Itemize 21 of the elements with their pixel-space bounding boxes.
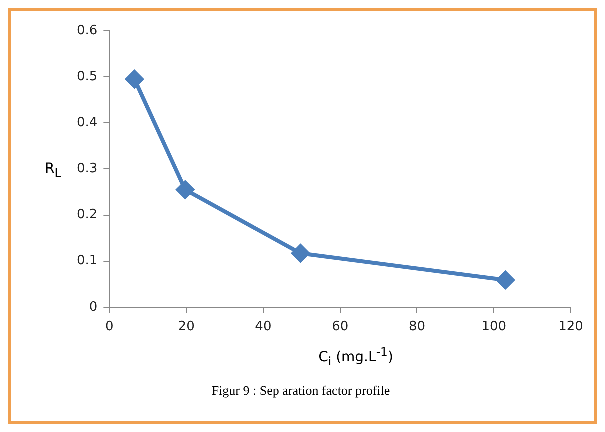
x-tick-label: 120 (558, 320, 584, 335)
x-tick-label: 0 (106, 320, 114, 335)
y-tick-label: 0.1 (76, 254, 98, 269)
y-tick-label: 0.5 (76, 69, 98, 84)
text: Figur 9 : Sep aration factor profile (210, 383, 392, 399)
y-tick-label: 0.3 (76, 162, 98, 177)
x-tick-label: 20 (178, 320, 195, 335)
point (126, 70, 144, 88)
x-axis-title: C$_{i}$ (mg.L$^{-1}$) (318, 345, 394, 368)
x-tick-label: 100 (482, 320, 507, 335)
point (176, 180, 194, 199)
point (496, 271, 515, 290)
x-tick-label: 60 (332, 320, 349, 335)
point (292, 244, 310, 262)
y-tick-label: 0.2 (76, 208, 98, 223)
x-tick-label: 40 (255, 320, 272, 335)
y-tick-label: 0 (89, 300, 98, 315)
y-axis-title: R$_{L}$ (45, 161, 62, 180)
y-tick-label: 0.4 (76, 116, 98, 131)
x-tick-label: 80 (408, 320, 426, 335)
y-tick-label: 0.6 (76, 23, 98, 38)
